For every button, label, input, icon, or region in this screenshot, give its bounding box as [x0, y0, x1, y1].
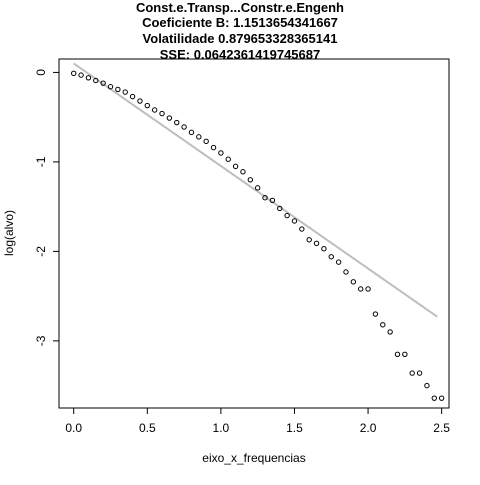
data-point — [284, 212, 290, 219]
data-point — [306, 237, 312, 243]
fit-line — [73, 62, 438, 318]
y-axis-title: log(alvo) — [2, 210, 16, 256]
data-point — [262, 195, 268, 201]
data-point — [416, 370, 423, 376]
data-point — [247, 177, 254, 183]
y-tick-label: -3 — [34, 335, 48, 346]
data-point — [232, 163, 239, 170]
data-point — [115, 86, 121, 93]
data-point — [71, 70, 77, 77]
data-point — [313, 240, 320, 247]
data-point — [431, 395, 437, 401]
data-point — [321, 246, 327, 252]
title-line-4: SSE: 0.0642361419745687 — [160, 47, 320, 62]
data-point — [394, 351, 401, 358]
y-tick-label: -2 — [34, 246, 48, 257]
data-point — [210, 144, 217, 151]
data-point — [122, 89, 128, 95]
data-point — [188, 129, 195, 136]
data-point — [159, 110, 165, 117]
data-point — [357, 286, 364, 292]
data-point — [181, 124, 187, 130]
x-tick-label: 2.0 — [360, 421, 377, 435]
data-point — [350, 279, 357, 285]
data-point — [372, 311, 379, 317]
y-tick-label: 0 — [34, 69, 48, 76]
data-point — [100, 80, 106, 86]
data-points — [71, 70, 445, 401]
x-tick-label: 0.5 — [139, 421, 156, 435]
data-point — [424, 382, 430, 389]
title-line-3: Volatilidade 0.879653328365141 — [143, 31, 338, 46]
data-point — [196, 134, 202, 140]
data-point — [240, 169, 246, 175]
data-point — [365, 286, 371, 292]
data-point — [174, 119, 180, 126]
data-point — [151, 107, 158, 113]
data-point — [277, 205, 283, 212]
data-point — [387, 329, 393, 335]
data-point — [107, 84, 114, 90]
plot-frame — [58, 58, 450, 409]
data-point — [402, 351, 408, 358]
data-point — [78, 72, 84, 78]
data-point — [269, 197, 276, 204]
data-point — [380, 322, 386, 328]
x-axis-title: eixo_x_frequencias — [202, 451, 305, 465]
fit-line-layer — [73, 62, 438, 318]
y-tick-label: -1 — [34, 156, 48, 167]
data-point — [409, 370, 415, 376]
data-point — [144, 102, 151, 109]
data-point — [328, 254, 334, 260]
data-point — [203, 138, 209, 145]
x-tick-label: 2.5 — [433, 421, 450, 435]
data-point — [93, 77, 99, 84]
data-point — [85, 75, 92, 81]
data-point — [137, 98, 143, 104]
data-point — [335, 259, 342, 265]
x-tick-label: 1.5 — [286, 421, 303, 435]
data-point — [291, 218, 298, 224]
x-tick-label: 1.0 — [213, 421, 230, 435]
data-point — [218, 150, 224, 156]
data-point — [166, 115, 173, 121]
data-point — [438, 395, 445, 401]
title-line-1: Const.e.Transp...Constr.e.Engenh — [136, 0, 344, 15]
x-tick-label: 0.0 — [65, 421, 82, 435]
data-point — [129, 93, 136, 100]
y-axis: 0 -1 -2 -3 — [34, 69, 59, 346]
data-point — [299, 226, 305, 232]
chart-title: Const.e.Transp...Constr.e.Engenh Coefici… — [136, 0, 344, 62]
data-point — [343, 269, 349, 275]
data-point — [254, 185, 261, 191]
data-point — [225, 156, 231, 162]
title-line-2: Coeficiente B: 1.1513654341667 — [142, 15, 338, 30]
x-axis: 0.0 0.5 1.0 1.5 2.0 2.5 — [65, 408, 450, 435]
